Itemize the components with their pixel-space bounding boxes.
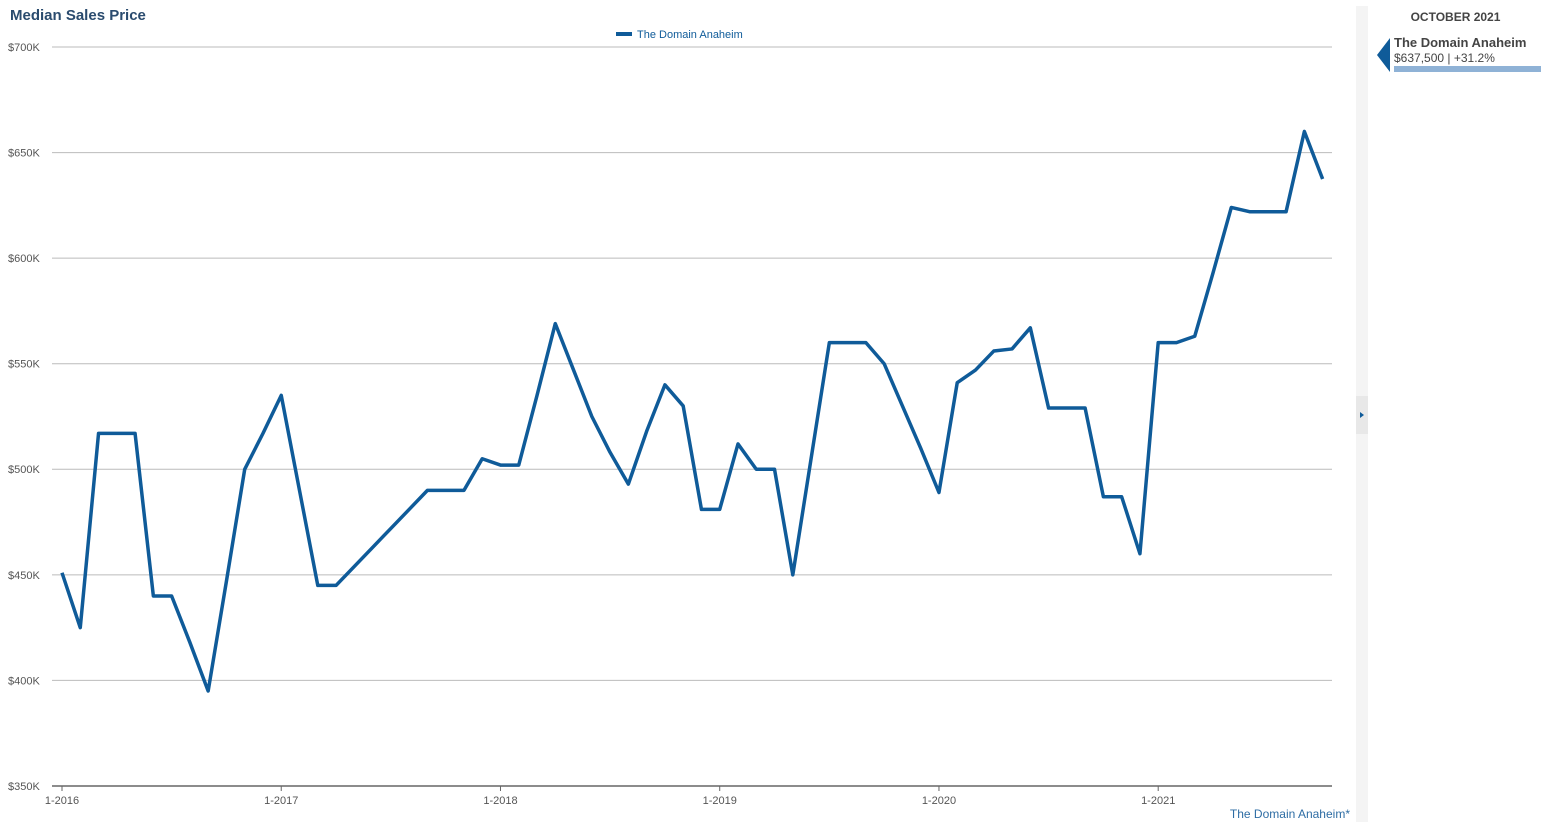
y-tick-label: $550K xyxy=(8,359,40,371)
y-tick-label: $400K xyxy=(8,675,40,687)
y-tick-label: $700K xyxy=(8,42,40,54)
legend-label[interactable]: The Domain Anaheim xyxy=(637,29,743,41)
y-tick-label: $650K xyxy=(8,147,40,159)
sidebar-marker xyxy=(1377,38,1390,72)
x-tick-label: 1-2017 xyxy=(264,795,298,807)
x-tick-label: 1-2019 xyxy=(703,795,737,807)
chart: Median Sales Price $350K $400K $450K $500K $… xyxy=(8,7,1350,821)
sidebar-name[interactable]: The Domain Anaheim xyxy=(1394,35,1527,50)
chart-title: Median Sales Price xyxy=(10,7,146,24)
y-tick-label: $600K xyxy=(8,253,40,265)
x-tick-label: 1-2021 xyxy=(1141,795,1175,807)
sidebar-value: $637,500 | +31.2% xyxy=(1394,51,1495,65)
y-tick-label: $450K xyxy=(8,570,40,582)
x-tick-label: 1-2020 xyxy=(922,795,956,807)
line xyxy=(60,129,1325,693)
footnote: The Domain Anaheim* xyxy=(1230,807,1350,821)
sidebar-bar xyxy=(1394,66,1541,72)
expand-button[interactable] xyxy=(1356,396,1368,434)
y-tick-label: $500K xyxy=(8,464,40,476)
sidebar: OCTOBER 2021 The Domain Anaheim $637,500… xyxy=(1370,0,1541,822)
x-tick-label: 1-2018 xyxy=(483,795,517,807)
sidebar-period: OCTOBER 2021 xyxy=(1410,10,1501,24)
x-tick-label: 1-2016 xyxy=(45,795,79,807)
y-tick-label: $350K xyxy=(8,781,40,793)
